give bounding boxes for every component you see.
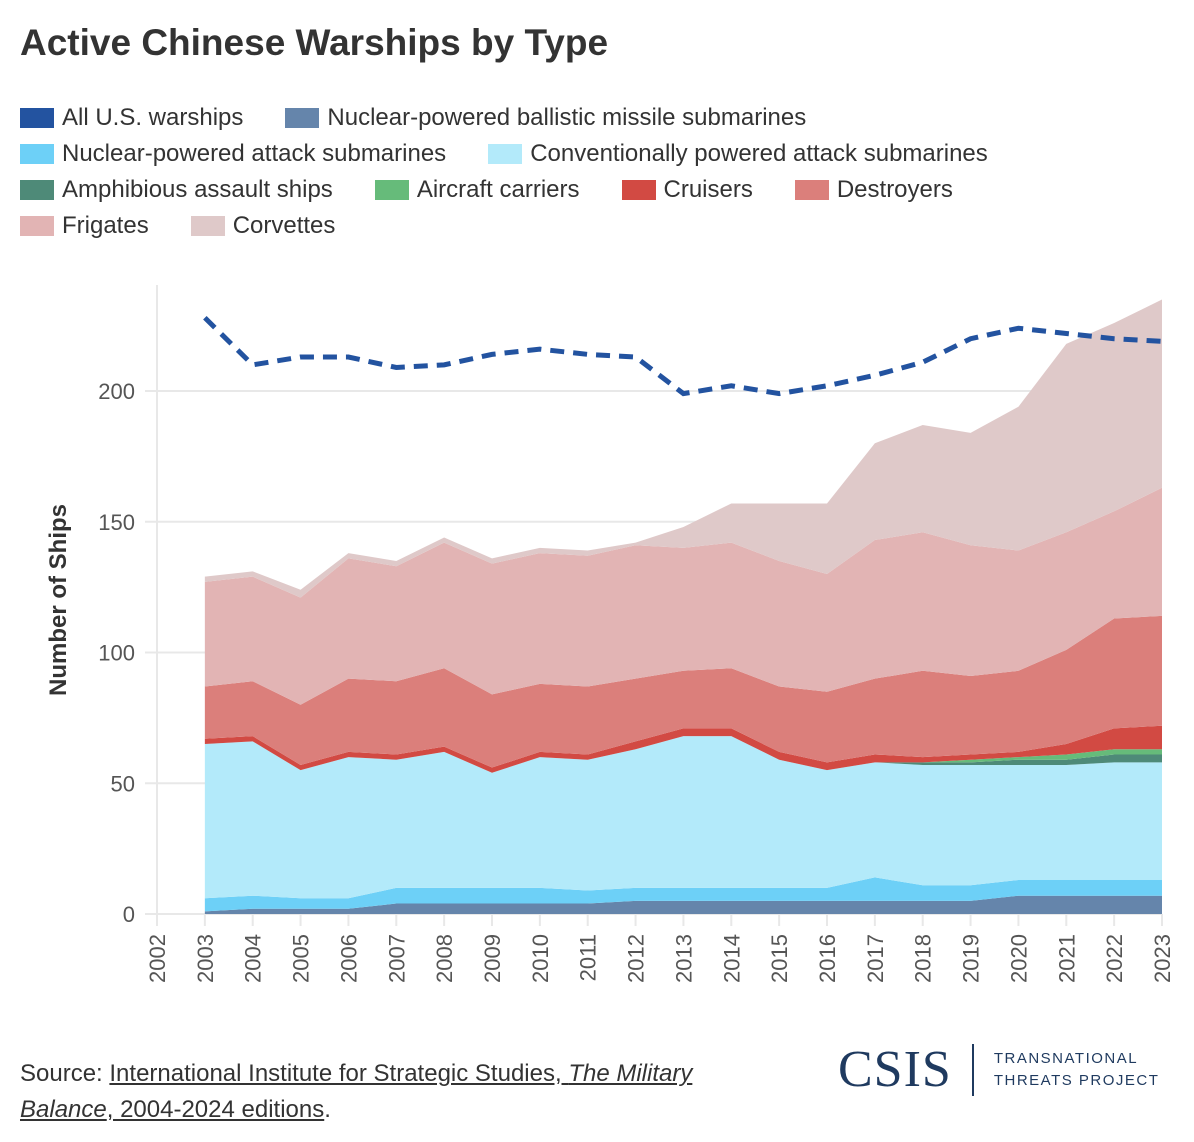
x-tick-label: 2021 <box>1054 934 1079 983</box>
x-tick-label: 2008 <box>432 934 457 983</box>
x-tick-label: 2004 <box>241 934 266 983</box>
x-tick-label: 2011 <box>576 934 601 981</box>
legend-row: Frigates Corvettes <box>20 208 1180 244</box>
legend-label: Conventionally powered attack submarines <box>530 140 988 167</box>
x-tick-label: 2022 <box>1102 934 1127 983</box>
y-tick-label: 150 <box>98 510 135 535</box>
legend-swatch <box>20 180 54 200</box>
area-cruisers <box>204 725 1162 773</box>
legend-item: Aircraft carriers <box>374 176 580 204</box>
source-prefix: Source: <box>20 1060 110 1087</box>
x-tick-label: 2018 <box>911 934 936 983</box>
x-tick-label: 2015 <box>767 934 792 983</box>
chart-title: Active Chinese Warships by Type <box>20 22 609 63</box>
logo-divider <box>971 1043 974 1096</box>
legend-row: Nuclear-powered attack submarines Convent… <box>20 136 1180 172</box>
x-tick-label: 2007 <box>384 934 409 983</box>
x-tick-label: 2019 <box>959 934 984 983</box>
y-tick-label: 200 <box>98 379 135 404</box>
legend-swatch <box>374 180 409 200</box>
y-tick-label: 100 <box>98 641 135 666</box>
legend-item: Conventionally powered attack submarines <box>488 140 988 168</box>
legend-item: Corvettes <box>190 212 336 240</box>
legend-label: Frigates <box>62 212 149 239</box>
legend-item: Nuclear-powered attack submarines <box>20 140 446 168</box>
area-conventionally-powered-attack-submarines <box>204 736 1162 899</box>
area-destroyers <box>204 615 1162 768</box>
x-tick-label: 2006 <box>336 934 361 983</box>
area-nuclear-powered-attack-submarines <box>204 877 1162 912</box>
legend-swatch <box>488 144 523 164</box>
x-tick-label: 2012 <box>624 934 649 983</box>
logo-project: TRANSNATIONAL THREATS PROJECT <box>994 1048 1160 1092</box>
source-link[interactable]: International Institute for Strategic St… <box>20 1060 692 1123</box>
legend-label: Destroyers <box>836 176 953 203</box>
legend-item: Cruisers <box>621 176 753 204</box>
x-tick-label: 2010 <box>528 934 553 983</box>
x-tick-label: 2020 <box>1006 934 1031 983</box>
x-tick-label: 2005 <box>289 934 314 983</box>
legend-label: All U.S. warships <box>62 104 244 131</box>
x-tick-label: 2003 <box>193 934 218 983</box>
legend-label: Nuclear-powered attack submarines <box>62 140 447 167</box>
x-tick-label: 2002 <box>145 934 170 983</box>
x-tick-label: 2014 <box>719 934 744 983</box>
logo-wordmark: CSIS <box>838 1041 952 1098</box>
source-note: Source: International Institute for Stra… <box>20 1056 800 1128</box>
x-tick-label: 2013 <box>671 934 696 983</box>
x-tick-label: 2023 <box>1150 934 1175 983</box>
legend-swatch <box>190 216 225 236</box>
source-link-text[interactable]: International Institute for Strategic St… <box>109 1060 569 1087</box>
legend-swatch <box>20 216 54 236</box>
legend-swatch <box>20 108 54 128</box>
y-axis-label: Number of Ships <box>45 504 72 696</box>
legend: All U.S. warships Nuclear-powered ballist… <box>20 100 1180 244</box>
legend-label: Amphibious assault ships <box>62 176 333 203</box>
legend-item: Destroyers <box>794 176 953 204</box>
source-link-text-2[interactable]: , 2004-2024 editions <box>106 1096 325 1123</box>
legend-item: All U.S. warships <box>20 104 243 132</box>
legend-swatch <box>794 180 829 200</box>
legend-item: Frigates <box>20 212 149 240</box>
x-tick-label: 2017 <box>863 934 888 983</box>
source-suffix: . <box>324 1096 331 1123</box>
x-tick-label: 2016 <box>815 934 840 983</box>
source-link-italic[interactable]: The Military <box>568 1060 693 1087</box>
source-link-italic-2[interactable]: Balance <box>20 1096 107 1123</box>
y-tick-label: 0 <box>123 902 135 927</box>
legend-label: Aircraft carriers <box>416 176 580 203</box>
legend-swatch <box>621 180 656 200</box>
legend-item: Amphibious assault ships <box>20 176 333 204</box>
csis-logo: CSIS TRANSNATIONAL THREATS PROJECT <box>838 1040 1159 1099</box>
legend-label: Nuclear-powered ballistic missile submar… <box>327 104 807 131</box>
logo-line1: TRANSNATIONAL <box>993 1049 1139 1067</box>
area-nuclear-powered-ballistic-missile-submarines <box>204 895 1162 914</box>
area-corvettes <box>204 299 1162 598</box>
legend-label: Cruisers <box>663 176 753 203</box>
legend-row: Amphibious assault ships Aircraft carrier… <box>20 172 1180 208</box>
logo-line2: THREATS PROJECT <box>993 1071 1160 1089</box>
legend-swatch <box>285 108 320 128</box>
area-amphibious-assault-ships <box>204 736 1162 773</box>
legend-label: Corvettes <box>232 212 336 239</box>
y-tick-label: 50 <box>111 771 135 796</box>
legend-item: Nuclear-powered ballistic missile submar… <box>285 104 806 132</box>
x-tick-label: 2009 <box>480 934 505 983</box>
legend-swatch <box>20 144 54 164</box>
line-all-us-warships <box>203 315 1163 397</box>
legend-row: All U.S. warships Nuclear-powered ballist… <box>20 100 1180 136</box>
area-frigates <box>204 487 1162 705</box>
